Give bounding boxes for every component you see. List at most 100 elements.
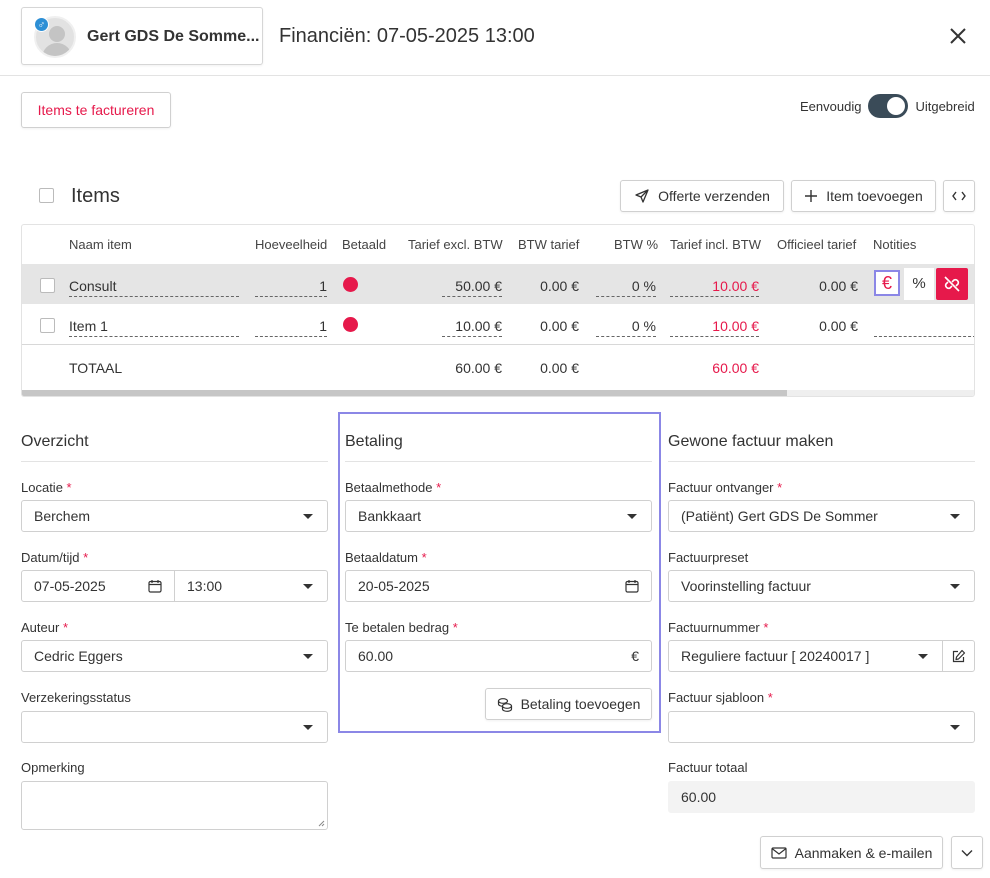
bedrag-value: 60.00 <box>358 648 394 664</box>
item-official-price: 0.00 € <box>819 278 858 294</box>
chevron-down-icon <box>918 654 928 659</box>
factuur-totaal-label: Factuur totaal <box>668 760 748 775</box>
table-row[interactable]: Item 1 1 10.00 € 0.00 € 0 % 10.00 € 0.00… <box>22 305 974 345</box>
col-header: Tarief excl. BTW <box>408 237 503 252</box>
betaling-highlight-box <box>338 412 661 733</box>
ontvanger-select[interactable]: (Patiënt) Gert GDS De Sommer <box>668 500 975 532</box>
item-name[interactable]: Consult <box>69 278 239 297</box>
unlink-button[interactable] <box>936 268 968 300</box>
send-icon <box>635 189 649 203</box>
coins-icon <box>497 698 512 712</box>
chevron-down-icon <box>303 654 313 659</box>
item-notes[interactable] <box>874 318 974 337</box>
more-options-button[interactable] <box>951 836 983 869</box>
preset-label: Factuurpreset <box>668 550 749 565</box>
male-icon: ♂ <box>34 17 49 32</box>
calendar-icon <box>625 580 639 593</box>
bedrag-input[interactable]: 60.00 € <box>345 640 652 672</box>
horizontal-scrollbar[interactable] <box>22 390 787 396</box>
page-title: Financiën: 07-05-2025 13:00 <box>279 25 535 47</box>
chevron-down-icon <box>303 514 313 519</box>
add-item-label: Item toevoegen <box>826 188 923 204</box>
item-price-incl[interactable]: 10.00 € <box>670 278 759 297</box>
create-and-email-label: Aanmaken & e-mailen <box>794 844 933 861</box>
opmerking-textarea[interactable] <box>21 781 328 830</box>
opmerking-label: Opmerking <box>21 760 85 775</box>
betaaldatum-value: 20-05-2025 <box>358 578 430 594</box>
divider <box>21 461 328 462</box>
time-value: 13:00 <box>187 578 223 594</box>
time-select[interactable]: 13:00 <box>174 570 328 602</box>
col-header: Betaald <box>342 237 387 252</box>
chevron-down-icon <box>950 725 960 730</box>
auteur-label: Auteur * <box>21 620 68 635</box>
mode-switch[interactable] <box>868 94 909 118</box>
sjabloon-select[interactable] <box>668 711 975 743</box>
percent-action-button[interactable]: % <box>904 268 934 300</box>
table-row[interactable]: Consult 1 50.00 € 0.00 € 0 % 10.00 € 0.0… <box>22 264 974 304</box>
betaalmethode-value: Bankkaart <box>358 508 422 524</box>
patient-card[interactable]: ♂ Gert GDS De Somme... <box>21 7 263 65</box>
preset-select[interactable]: Voorinstelling factuur <box>668 570 975 602</box>
item-quantity[interactable]: 1 <box>255 318 327 337</box>
sjabloon-label: Factuur sjabloon * <box>668 690 773 705</box>
view-mode-toggle[interactable]: Eenvoudig Uitgebreid <box>800 94 975 118</box>
betaaldatum-input[interactable]: 20-05-2025 <box>345 570 652 602</box>
calendar-icon <box>148 580 162 593</box>
create-and-email-button[interactable]: Aanmaken & e-mailen <box>760 836 943 869</box>
items-title: Items <box>71 185 120 207</box>
add-item-button[interactable]: Item toevoegen <box>791 180 936 212</box>
patient-name: Gert GDS De Somme... <box>87 28 260 45</box>
betaling-title: Betaling <box>345 433 403 450</box>
verzekering-select[interactable] <box>21 711 328 743</box>
chevron-down-icon <box>950 584 960 589</box>
item-price-excl[interactable]: 10.00 € <box>442 318 502 337</box>
code-toggle-button[interactable] <box>943 180 975 212</box>
edit-number-button[interactable] <box>942 640 975 672</box>
row-checkbox[interactable] <box>40 318 55 333</box>
row-checkbox[interactable] <box>40 278 55 293</box>
item-quantity[interactable]: 1 <box>255 278 327 297</box>
items-to-invoice-button[interactable]: Items te factureren <box>21 92 171 128</box>
item-price-incl[interactable]: 10.00 € <box>670 318 759 337</box>
euro-action-button[interactable]: € <box>874 270 900 296</box>
factuur-totaal-value: 60.00 <box>681 789 717 805</box>
chevron-down-icon <box>303 725 313 730</box>
date-input[interactable]: 07-05-2025 <box>21 570 175 602</box>
betaaldatum-label: Betaaldatum * <box>345 550 427 565</box>
close-icon[interactable] <box>948 26 968 46</box>
item-official-price: 0.00 € <box>819 318 858 334</box>
nummer-value: Reguliere factuur [ 20240017 ] <box>681 648 870 664</box>
send-quote-button[interactable]: Offerte verzenden <box>620 180 784 212</box>
totals-row: TOTAAL 60.00 € 0.00 € 60.00 € <box>22 346 974 386</box>
total-excl: 60.00 € <box>455 360 502 376</box>
select-all-checkbox[interactable] <box>39 188 54 203</box>
chevron-down-icon <box>627 514 637 519</box>
bedrag-label: Te betalen bedrag * <box>345 620 458 635</box>
locatie-select[interactable]: Berchem <box>21 500 328 532</box>
total-label: TOTAAL <box>69 360 123 376</box>
nummer-label: Factuurnummer * <box>668 620 769 635</box>
col-header: BTW % <box>614 237 659 252</box>
total-btw: 0.00 € <box>540 360 579 376</box>
chevron-down-icon <box>961 849 973 856</box>
factuur-totaal-field: 60.00 <box>668 781 975 813</box>
col-header: Hoeveelheid <box>255 237 328 252</box>
resize-handle-icon <box>318 820 325 827</box>
mail-icon <box>771 846 787 859</box>
edit-icon <box>952 649 966 662</box>
preset-value: Voorinstelling factuur <box>681 578 811 594</box>
paid-status-dot <box>343 317 358 332</box>
betaalmethode-select[interactable]: Bankkaart <box>345 500 652 532</box>
item-btw-percent[interactable]: 0 % <box>596 318 656 337</box>
item-btw-percent[interactable]: 0 % <box>596 278 656 297</box>
divider <box>668 461 975 462</box>
add-payment-button[interactable]: Betaling toevoegen <box>485 688 652 720</box>
date-value: 07-05-2025 <box>34 578 106 594</box>
col-header: Officieel tarief <box>777 237 857 252</box>
item-price-excl[interactable]: 50.00 € <box>442 278 502 297</box>
auteur-select[interactable]: Cedric Eggers <box>21 640 328 672</box>
nummer-select[interactable]: Reguliere factuur [ 20240017 ] <box>668 640 943 672</box>
paid-status-dot <box>343 277 358 292</box>
item-name[interactable]: Item 1 <box>69 318 239 337</box>
